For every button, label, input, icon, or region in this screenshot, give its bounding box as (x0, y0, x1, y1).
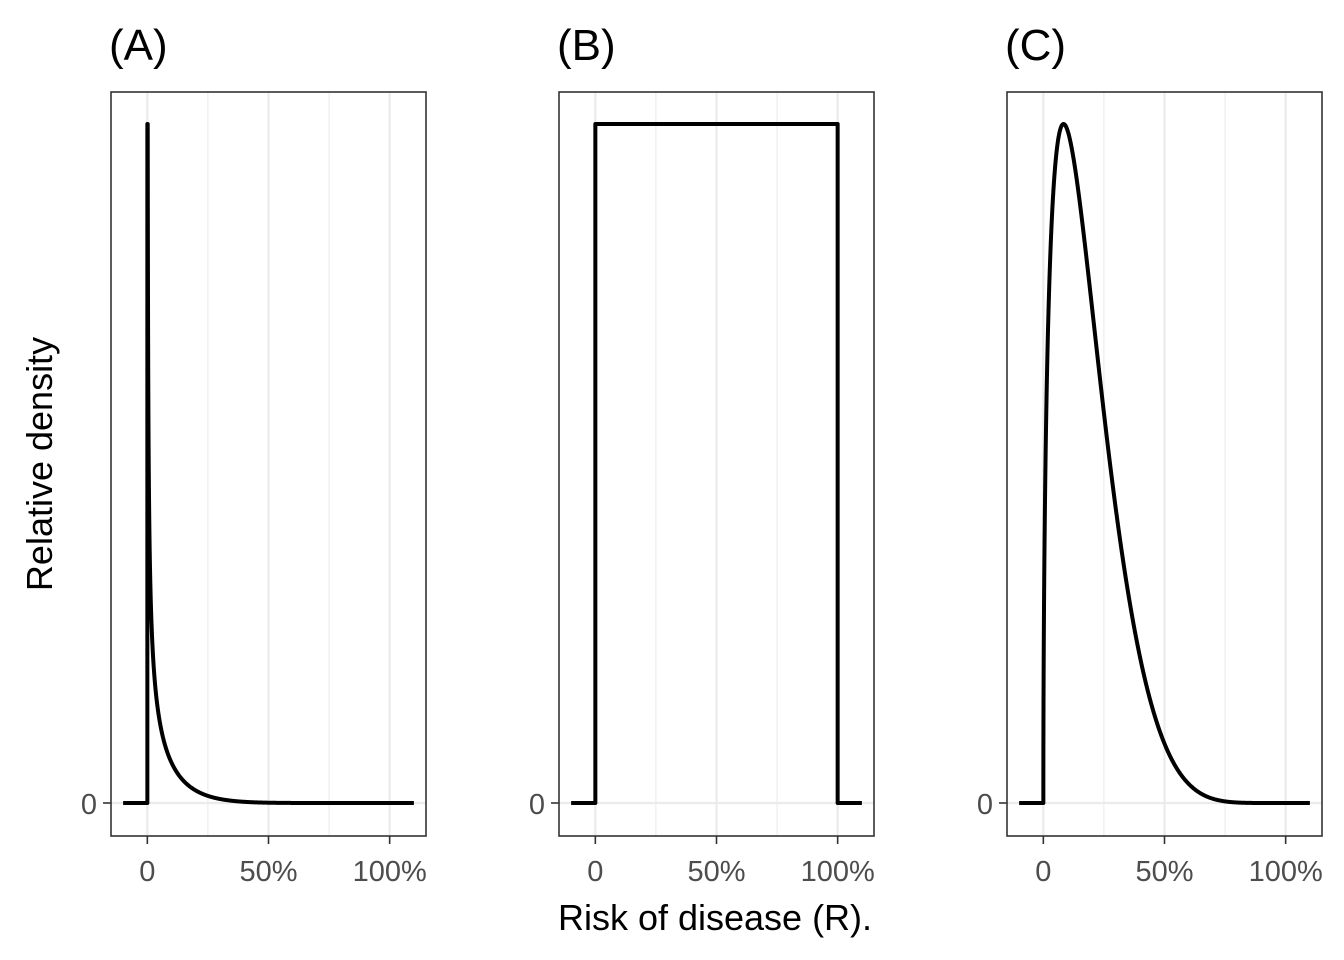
x-tick-label: 0 (587, 856, 603, 888)
x-tick-label: 50% (239, 856, 297, 888)
x-axis-title: Risk of disease (R). (558, 897, 872, 938)
panel-c: (C) 0 50% 100% 0 (977, 21, 1323, 888)
panel-b: (B) 0 50% 100% 0 (529, 21, 875, 888)
panel-title: (B) (557, 21, 616, 70)
x-tick-label: 50% (687, 856, 745, 888)
density-curve (1019, 122, 1310, 805)
panel-a: (A) 0 50% 100% 0 (81, 21, 427, 888)
panel-title: (A) (109, 21, 168, 70)
y-tick-label: 0 (977, 789, 993, 821)
density-curve (123, 122, 414, 805)
y-tick-label: 0 (81, 789, 97, 821)
panels: (A) 0 50% 100% 0 (B) 0 50% 100% 0 (C) 0 50% 100% 0 (81, 21, 1323, 888)
x-tick-label: 100% (1249, 856, 1323, 888)
density-curve (571, 122, 862, 805)
y-tick-label: 0 (529, 789, 545, 821)
x-tick-label: 50% (1135, 856, 1193, 888)
x-tick-label: 100% (801, 856, 875, 888)
x-tick-label: 100% (353, 856, 427, 888)
panel-title: (C) (1005, 21, 1066, 70)
x-tick-label: 0 (139, 856, 155, 888)
y-axis-title: Relative density (19, 337, 60, 591)
x-tick-label: 0 (1035, 856, 1051, 888)
